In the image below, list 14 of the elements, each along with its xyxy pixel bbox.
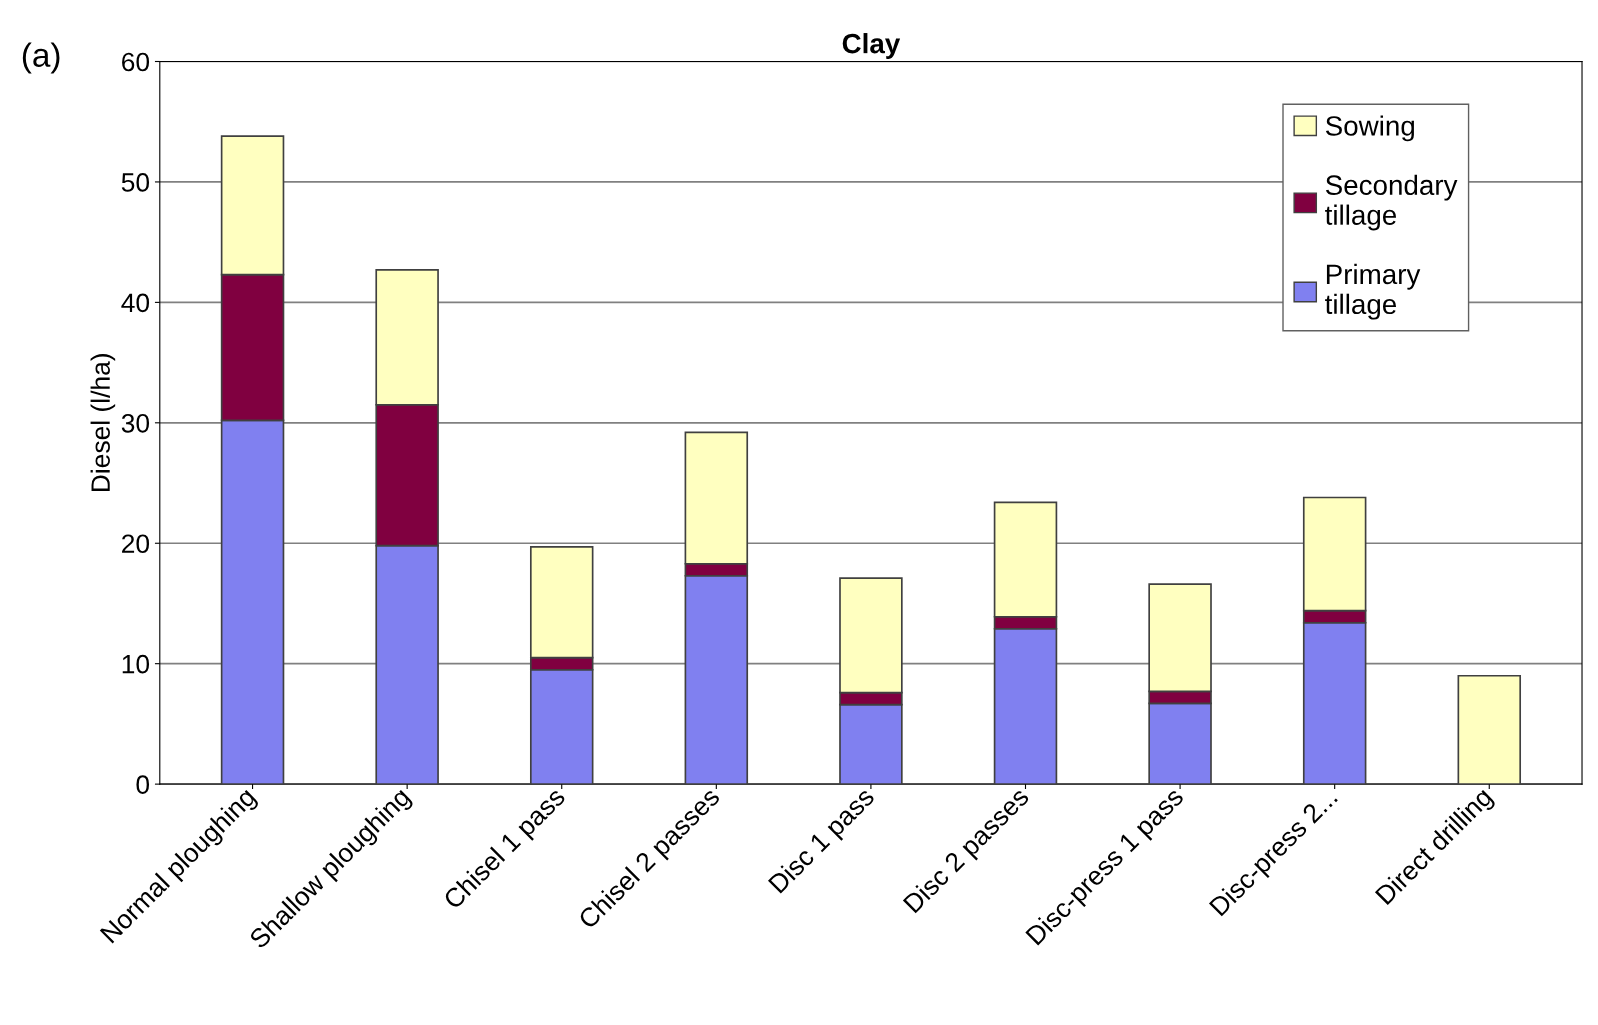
y-tick-label: 20 (122, 534, 150, 554)
legend-label: Primary tillage (1325, 263, 1421, 320)
legend-label: Sowing (1325, 115, 1414, 142)
text: (a) (22, 42, 60, 74)
y-axis-title: Diesel (l/ha) (90, 354, 116, 492)
y-tick-label: 30 (121, 413, 150, 433)
legend-label: Secondary tillage (1325, 174, 1458, 231)
bar (1457, 674, 1522, 785)
y-tick-label: 40 (121, 293, 150, 313)
y-tick-label: 50 (121, 173, 150, 192)
chart-title: Clay (842, 33, 901, 59)
y-tick-label: 0 (136, 775, 150, 794)
y-tick-label: 10 (122, 654, 150, 674)
y-tick-label: 60 (122, 52, 150, 72)
